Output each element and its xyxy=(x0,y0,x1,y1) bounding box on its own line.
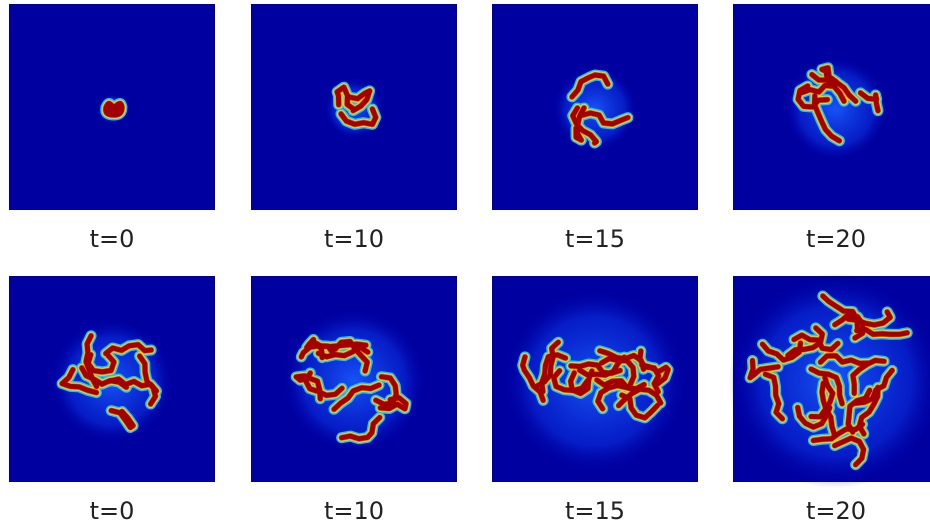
pattern-stripe xyxy=(785,325,825,358)
pattern-stripe xyxy=(103,342,154,356)
pattern-stripe xyxy=(569,72,611,100)
pattern-stripe xyxy=(103,101,125,118)
pattern-stripe xyxy=(854,327,910,337)
panel-label: t=0 xyxy=(90,225,135,253)
panel-label: t=15 xyxy=(565,225,625,253)
panel-label: t=10 xyxy=(324,225,384,253)
pattern-stripe xyxy=(832,435,867,468)
pattern-stripe xyxy=(599,356,637,388)
pattern-stripe xyxy=(810,421,866,443)
panel xyxy=(251,4,457,210)
panel xyxy=(9,276,215,482)
pattern-stripe xyxy=(573,105,587,143)
pattern-stripe xyxy=(79,365,129,390)
pattern-stripe xyxy=(520,354,546,403)
pattern-stripe xyxy=(315,344,371,360)
pattern-stripe xyxy=(808,366,845,407)
pattern-stripe xyxy=(373,374,399,407)
pattern-stripe xyxy=(83,333,100,389)
pattern-stripe xyxy=(539,352,568,395)
pattern-stripe xyxy=(579,110,631,127)
panel-label: t=10 xyxy=(324,497,384,523)
pattern-stripe xyxy=(346,88,373,114)
pattern-stripe xyxy=(818,353,871,366)
panel-label: t=15 xyxy=(565,497,625,523)
pattern-stripe xyxy=(597,348,646,372)
pattern-stripe xyxy=(819,65,839,88)
pattern-stripe xyxy=(850,357,887,396)
pattern-stripe xyxy=(332,339,370,374)
pattern-stripe xyxy=(795,405,833,430)
pattern-stripe xyxy=(845,387,873,435)
pattern-stripe xyxy=(59,367,99,396)
pattern-stripe xyxy=(760,340,803,363)
pattern-stripe xyxy=(858,90,881,114)
pattern-stripe xyxy=(108,408,136,430)
panel-label: t=20 xyxy=(806,225,866,253)
pattern-stripe xyxy=(845,309,893,328)
panel xyxy=(9,4,215,210)
pattern-stripe xyxy=(334,84,358,113)
pattern-stripe xyxy=(808,374,836,420)
panel xyxy=(251,276,457,482)
pattern-stripe xyxy=(762,371,785,422)
panel xyxy=(733,4,930,210)
pattern-stripe xyxy=(551,368,590,393)
pattern-stripe xyxy=(795,83,830,110)
pattern-stripe xyxy=(338,106,379,127)
pattern-stripe xyxy=(331,382,382,412)
panel xyxy=(728,273,930,489)
panel xyxy=(492,276,698,482)
pattern-stripe xyxy=(799,82,847,104)
pattern-stripe xyxy=(137,353,158,407)
panel-label: t=20 xyxy=(806,497,866,523)
pattern-stripe xyxy=(853,367,895,406)
pattern-stripe xyxy=(377,395,409,412)
pattern-stripe xyxy=(303,370,345,398)
pattern-stripe xyxy=(339,415,383,442)
pattern-stripe xyxy=(619,392,661,421)
pattern-stripe xyxy=(570,105,599,146)
pattern-stripe xyxy=(577,354,627,378)
pattern-stripe xyxy=(747,358,781,381)
panel-label: t=0 xyxy=(90,497,135,523)
panel xyxy=(492,4,698,210)
